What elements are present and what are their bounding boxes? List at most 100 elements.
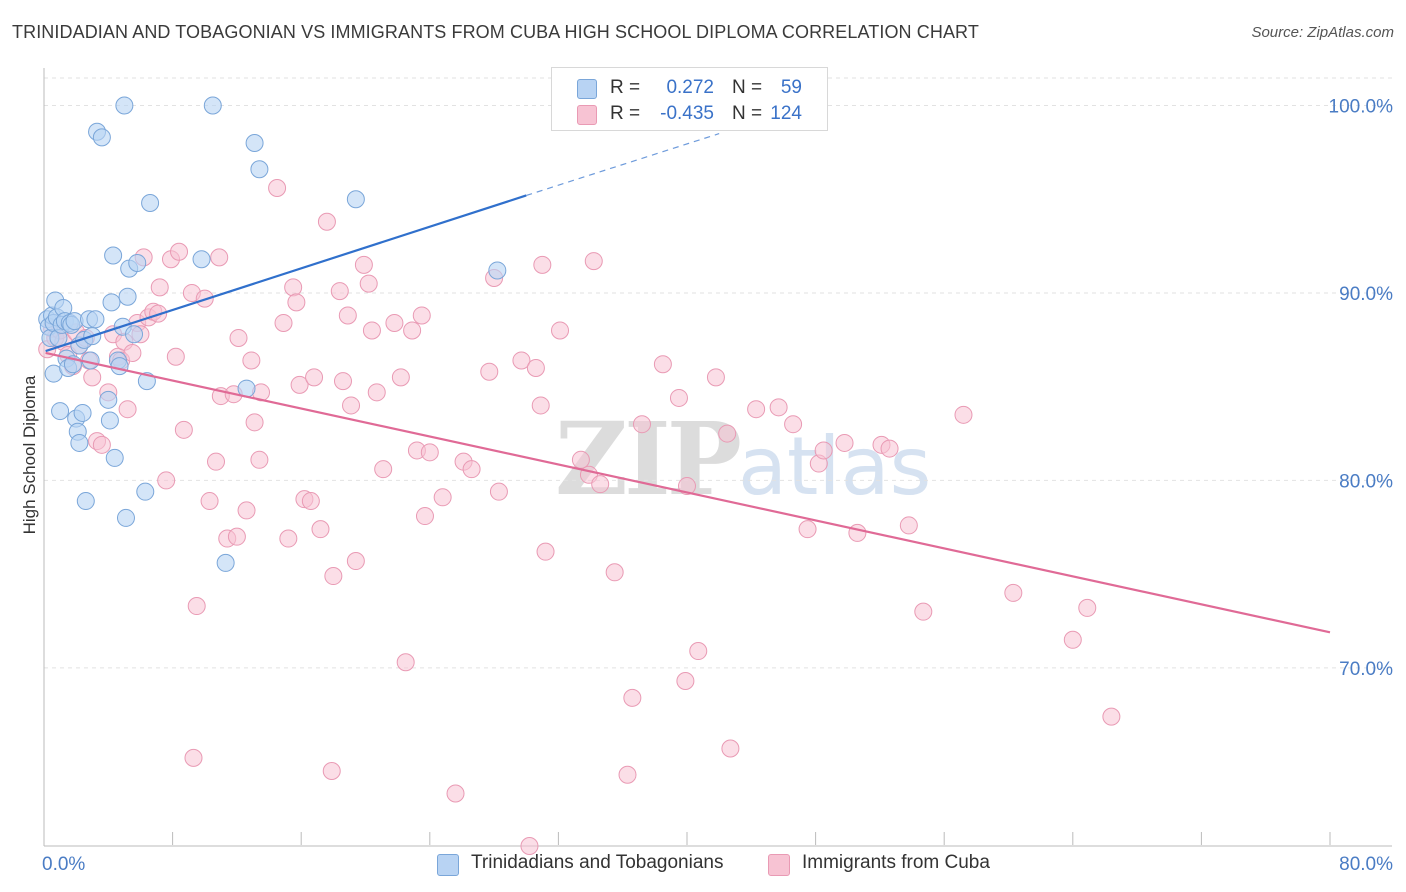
data-point-cuba [533,255,552,274]
data-point-cuba [678,477,696,496]
data-point-cuba [784,415,803,434]
data-point-cuba [157,471,176,490]
data-point-cuba [848,523,867,542]
data-point-cuba [512,351,531,370]
data-point-cuba [342,396,361,415]
data-point-cuba [706,368,725,387]
data-point-cuba [480,362,499,381]
data-point-trinidadian [102,293,121,312]
data-point-cuba [914,602,933,621]
data-point-trinidadian [92,128,111,147]
legend-n-label: N = [732,77,763,98]
data-point-trinidadian [488,261,507,280]
data-point-cuba [526,358,545,377]
data-point-cuba [330,282,349,301]
data-point-cuba [899,516,918,535]
legend-swatch-pink [577,105,597,125]
trendline-cuba [45,351,1331,634]
data-point-cuba [324,567,343,586]
data-point-cuba [632,415,651,434]
trendlines [45,133,1331,634]
legend-r-label: R = [610,77,641,98]
data-point-cuba [354,255,373,274]
data-point-cuba [385,313,404,332]
data-point-trinidadian [245,133,264,152]
data-point-cuba [571,450,590,469]
data-point-trinidadian [110,357,129,376]
data-point-cuba [1078,598,1097,617]
data-point-trinidadian [116,508,135,527]
source-note: Source: ZipAtlas.com [1251,24,1394,41]
data-point-cuba [242,351,261,370]
axes [43,68,1392,847]
data-point-cuba [118,400,137,419]
data-point-cuba [1063,630,1082,649]
data-point-trinidadian [73,403,92,422]
legend-r-label: R = [610,103,641,124]
data-point-cuba [835,433,854,452]
data-point-trinidadian [70,433,89,452]
legend-n-value-pink: 124 [770,103,802,124]
legend-swatch-blue [577,79,597,99]
data-point-cuba [338,306,357,325]
data-point-cuba [311,520,330,539]
data-point-trinidadian [105,448,124,467]
data-point-trinidadian [76,492,95,511]
data-point-cuba [396,653,415,672]
data-point-cuba [207,452,226,471]
data-point-cuba [721,739,740,758]
data-point-cuba [250,450,269,469]
data-point-cuba [520,837,539,855]
data-point-cuba [798,520,817,539]
data-point-cuba [403,321,422,340]
bottom-legend-label-blue: Trinidadians and Tobagonians [471,852,724,873]
data-point-cuba [446,784,465,803]
y-tick-label: 90.0% [1339,284,1393,305]
data-point-trinidadian [128,253,147,272]
data-point-cuba [689,642,708,661]
data-point-cuba [420,443,439,462]
data-point-cuba [769,398,788,417]
data-point-cuba [718,424,737,443]
data-point-cuba [653,355,672,374]
y-tick-label: 80.0% [1339,471,1393,492]
data-point-cuba [200,492,219,511]
trendline-trinidadian [45,194,527,353]
correlation-legend: R = 0.272 N = 59 R = -0.435 N = 124 [551,67,828,131]
trendline-trinidadian-extension [526,133,720,197]
data-point-cuba [187,597,206,616]
data-point-cuba [166,347,185,366]
data-point-cuba [362,321,381,340]
data-point-cuba [1004,583,1023,602]
data-point-cuba [287,293,306,312]
data-point-cuba [531,396,550,415]
data-point-trinidadian [141,193,160,212]
data-point-cuba [747,400,766,419]
y-tick-label: 70.0% [1339,659,1393,680]
data-point-cuba [536,542,555,561]
data-point-trinidadian [100,411,119,430]
legend-n-label: N = [732,103,763,124]
data-point-cuba [317,212,336,231]
data-point-cuba [584,252,603,271]
data-point-cuba [92,435,111,454]
data-point-cuba [174,420,193,439]
data-point-cuba [676,672,695,691]
data-point-cuba [623,688,642,707]
data-point-cuba [150,278,169,297]
data-point-trinidadian [250,160,269,179]
data-point-cuba [415,507,434,526]
data-point-cuba [669,388,688,407]
bottom-legend-label-pink: Immigrants from Cuba [802,852,990,873]
data-point-cuba [83,368,102,387]
bottom-legend-swatch-pink [768,854,790,876]
data-point-cuba [489,482,508,501]
data-point-cuba [367,383,386,402]
data-point-trinidadian [115,96,134,115]
data-point-cuba [359,274,378,293]
data-point-trinidadian [99,390,118,409]
data-point-cuba [433,488,452,507]
series-cuba-points [38,178,1121,855]
data-point-trinidadian [86,310,105,329]
